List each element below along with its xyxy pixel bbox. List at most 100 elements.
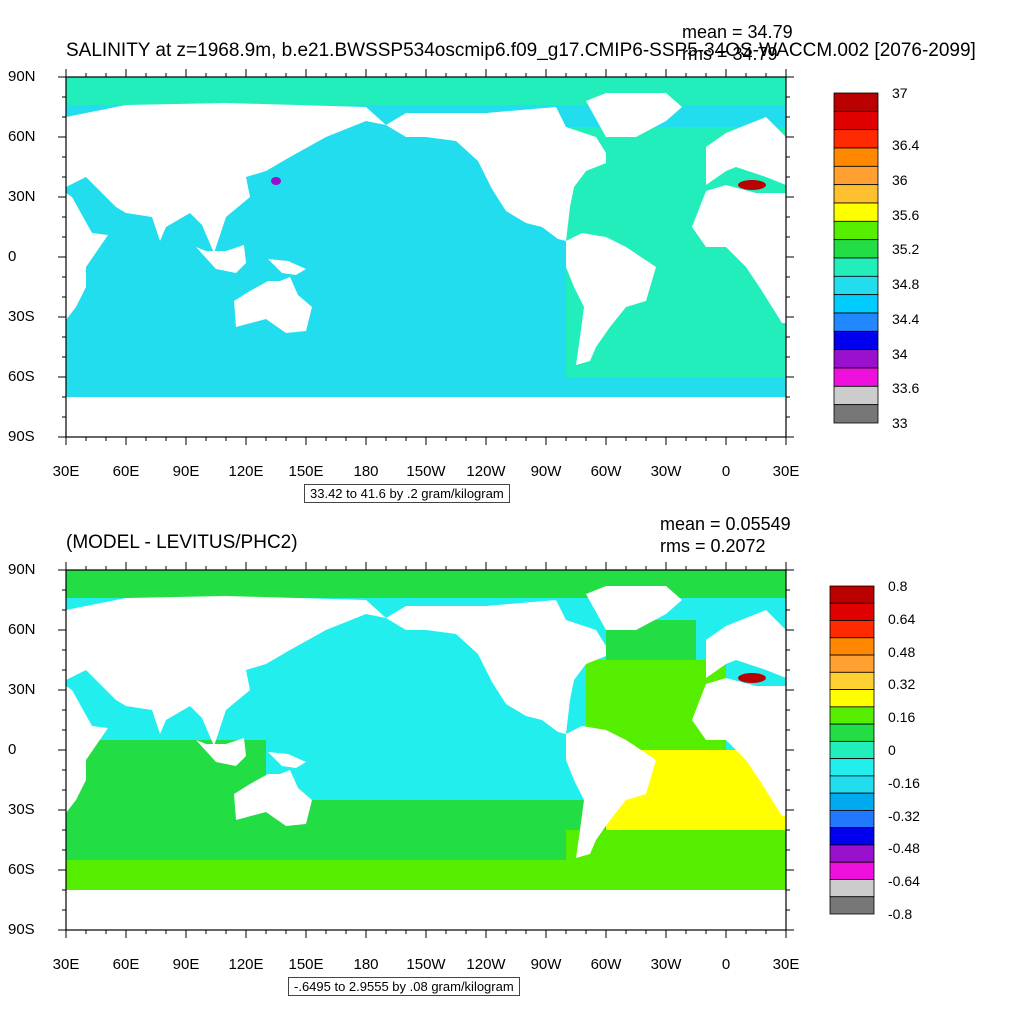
panel2-contour-info: -.6495 to 2.9555 by .08 gram/kilogram (288, 977, 520, 996)
x-tick-label: 90W (530, 956, 562, 973)
colorbar-label: 36.4 (892, 137, 920, 154)
x-tick-label: 150W (406, 463, 446, 480)
x-tick-label: 180 (353, 463, 379, 480)
colorbar-swatch (833, 184, 879, 204)
land-mask-7 (586, 93, 682, 137)
south-pacific-region (306, 257, 576, 337)
colorbar-swatch (833, 129, 879, 149)
colorbar-swatch (829, 844, 875, 863)
panel2-map-layer (0, 562, 875, 938)
x-tick-label: 30W (650, 463, 682, 480)
land-mask-1 (0, 596, 386, 746)
colorbar-label: -0.64 (888, 873, 920, 890)
x-tick-label: 30E (772, 463, 800, 480)
x-tick-label: 30E (772, 956, 800, 973)
x-tick-label: 60W (590, 463, 622, 480)
colorbar-swatch (829, 706, 875, 725)
land-mask-2 (234, 277, 312, 333)
colorbar-swatch (829, 689, 875, 708)
colorbar-swatch (829, 602, 875, 621)
marginal-sea-blob (271, 177, 281, 185)
colorbar-swatch (833, 275, 879, 296)
colorbar-swatch (829, 792, 875, 811)
colorbar-label: 34 (892, 345, 908, 362)
y-tick-label: 30S (8, 308, 35, 325)
colorbar-swatch (829, 723, 875, 742)
x-tick-label: 60E (112, 956, 140, 973)
colorbar-swatch (833, 202, 879, 222)
land-mask-3 (196, 738, 246, 766)
x-tick-label: 90W (530, 463, 562, 480)
panel1-mean: mean = 34.79 (682, 22, 793, 42)
x-tick-label: 60W (590, 956, 622, 973)
colorbar-swatch (833, 257, 879, 277)
y-tick-label: 90S (8, 428, 35, 445)
panel1-map-layer (0, 69, 879, 445)
x-tick-label: 0 (721, 956, 731, 973)
y-tick-label: 30N (8, 188, 36, 205)
x-tick-label: 30E (52, 956, 80, 973)
y-tick-label: 60S (8, 861, 35, 878)
land-mask-9 (706, 610, 786, 678)
colorbar-swatch (829, 827, 875, 846)
colorbar-swatch (833, 165, 879, 186)
colorbar-swatch (833, 147, 879, 167)
mediterranean-outflow-blob (738, 180, 766, 190)
x-tick-label: 0 (721, 463, 731, 480)
x-tick-label: 90E (172, 956, 200, 973)
x-tick-label: 120E (228, 956, 264, 973)
colorbar-label: 0.64 (888, 610, 916, 627)
colorbar-swatch (829, 740, 875, 760)
panel2-title: (MODEL - LEVITUS/PHC2) (66, 532, 298, 553)
x-tick-label: 30W (650, 956, 682, 973)
arctic-region (66, 77, 786, 105)
colorbar-swatch (829, 671, 875, 690)
y-tick-label: 30S (8, 801, 35, 818)
south-atlantic-south-region (566, 830, 786, 860)
colorbar-swatch (833, 220, 879, 241)
colorbar-swatch (829, 879, 875, 898)
land-mask-10 (692, 185, 786, 323)
colorbar-swatch (829, 585, 875, 604)
colorbar-swatch (829, 758, 875, 777)
x-tick-label: 150W (406, 956, 446, 973)
land-mask-4 (268, 259, 306, 275)
colorbar-swatch (829, 637, 875, 656)
land-mask-4 (268, 752, 306, 768)
colorbar-label: 37 (892, 85, 908, 101)
land-mask-3 (196, 245, 246, 273)
land-mask-8 (66, 890, 786, 930)
x-tick-label: 150E (288, 956, 324, 973)
colorbar-label: -0.16 (888, 774, 920, 791)
colorbar-label: 0.32 (888, 676, 916, 693)
colorbar-swatch (833, 330, 879, 351)
x-tick-label: 120E (228, 463, 264, 480)
land-mask-9 (706, 117, 786, 185)
colorbar-swatch (833, 294, 879, 314)
colorbar-swatch (833, 349, 879, 369)
colorbar-label: -0.48 (888, 840, 920, 857)
colorbar-swatch (829, 861, 875, 880)
mediterranean-outflow-blob (738, 673, 766, 683)
colorbar-label: 0 (888, 742, 896, 758)
x-tick-label: 180 (353, 956, 379, 973)
colorbar-swatch (833, 312, 879, 332)
colorbar-swatch (829, 775, 875, 794)
land-mask-0 (0, 183, 108, 325)
y-tick-label: 0 (8, 741, 17, 758)
colorbar-swatch (829, 620, 875, 639)
colorbar-label: 34.8 (892, 276, 920, 293)
colorbar-label: 34.4 (892, 310, 920, 327)
colorbar-swatch (833, 385, 879, 406)
x-tick-label: 150E (288, 463, 324, 480)
arctic-region (66, 570, 786, 598)
y-tick-label: 60S (8, 368, 35, 385)
land-mask-6 (566, 726, 656, 858)
x-tick-label: 60E (112, 463, 140, 480)
colorbar-label: -0.8 (888, 906, 913, 922)
panel1-contour-info: 33.42 to 41.6 by .2 gram/kilogram (304, 484, 510, 503)
y-tick-label: 90N (8, 68, 36, 85)
colorbar-swatch (833, 110, 879, 131)
panel2-mean: mean = 0.05549 (660, 514, 791, 534)
y-tick-label: 60N (8, 621, 36, 638)
